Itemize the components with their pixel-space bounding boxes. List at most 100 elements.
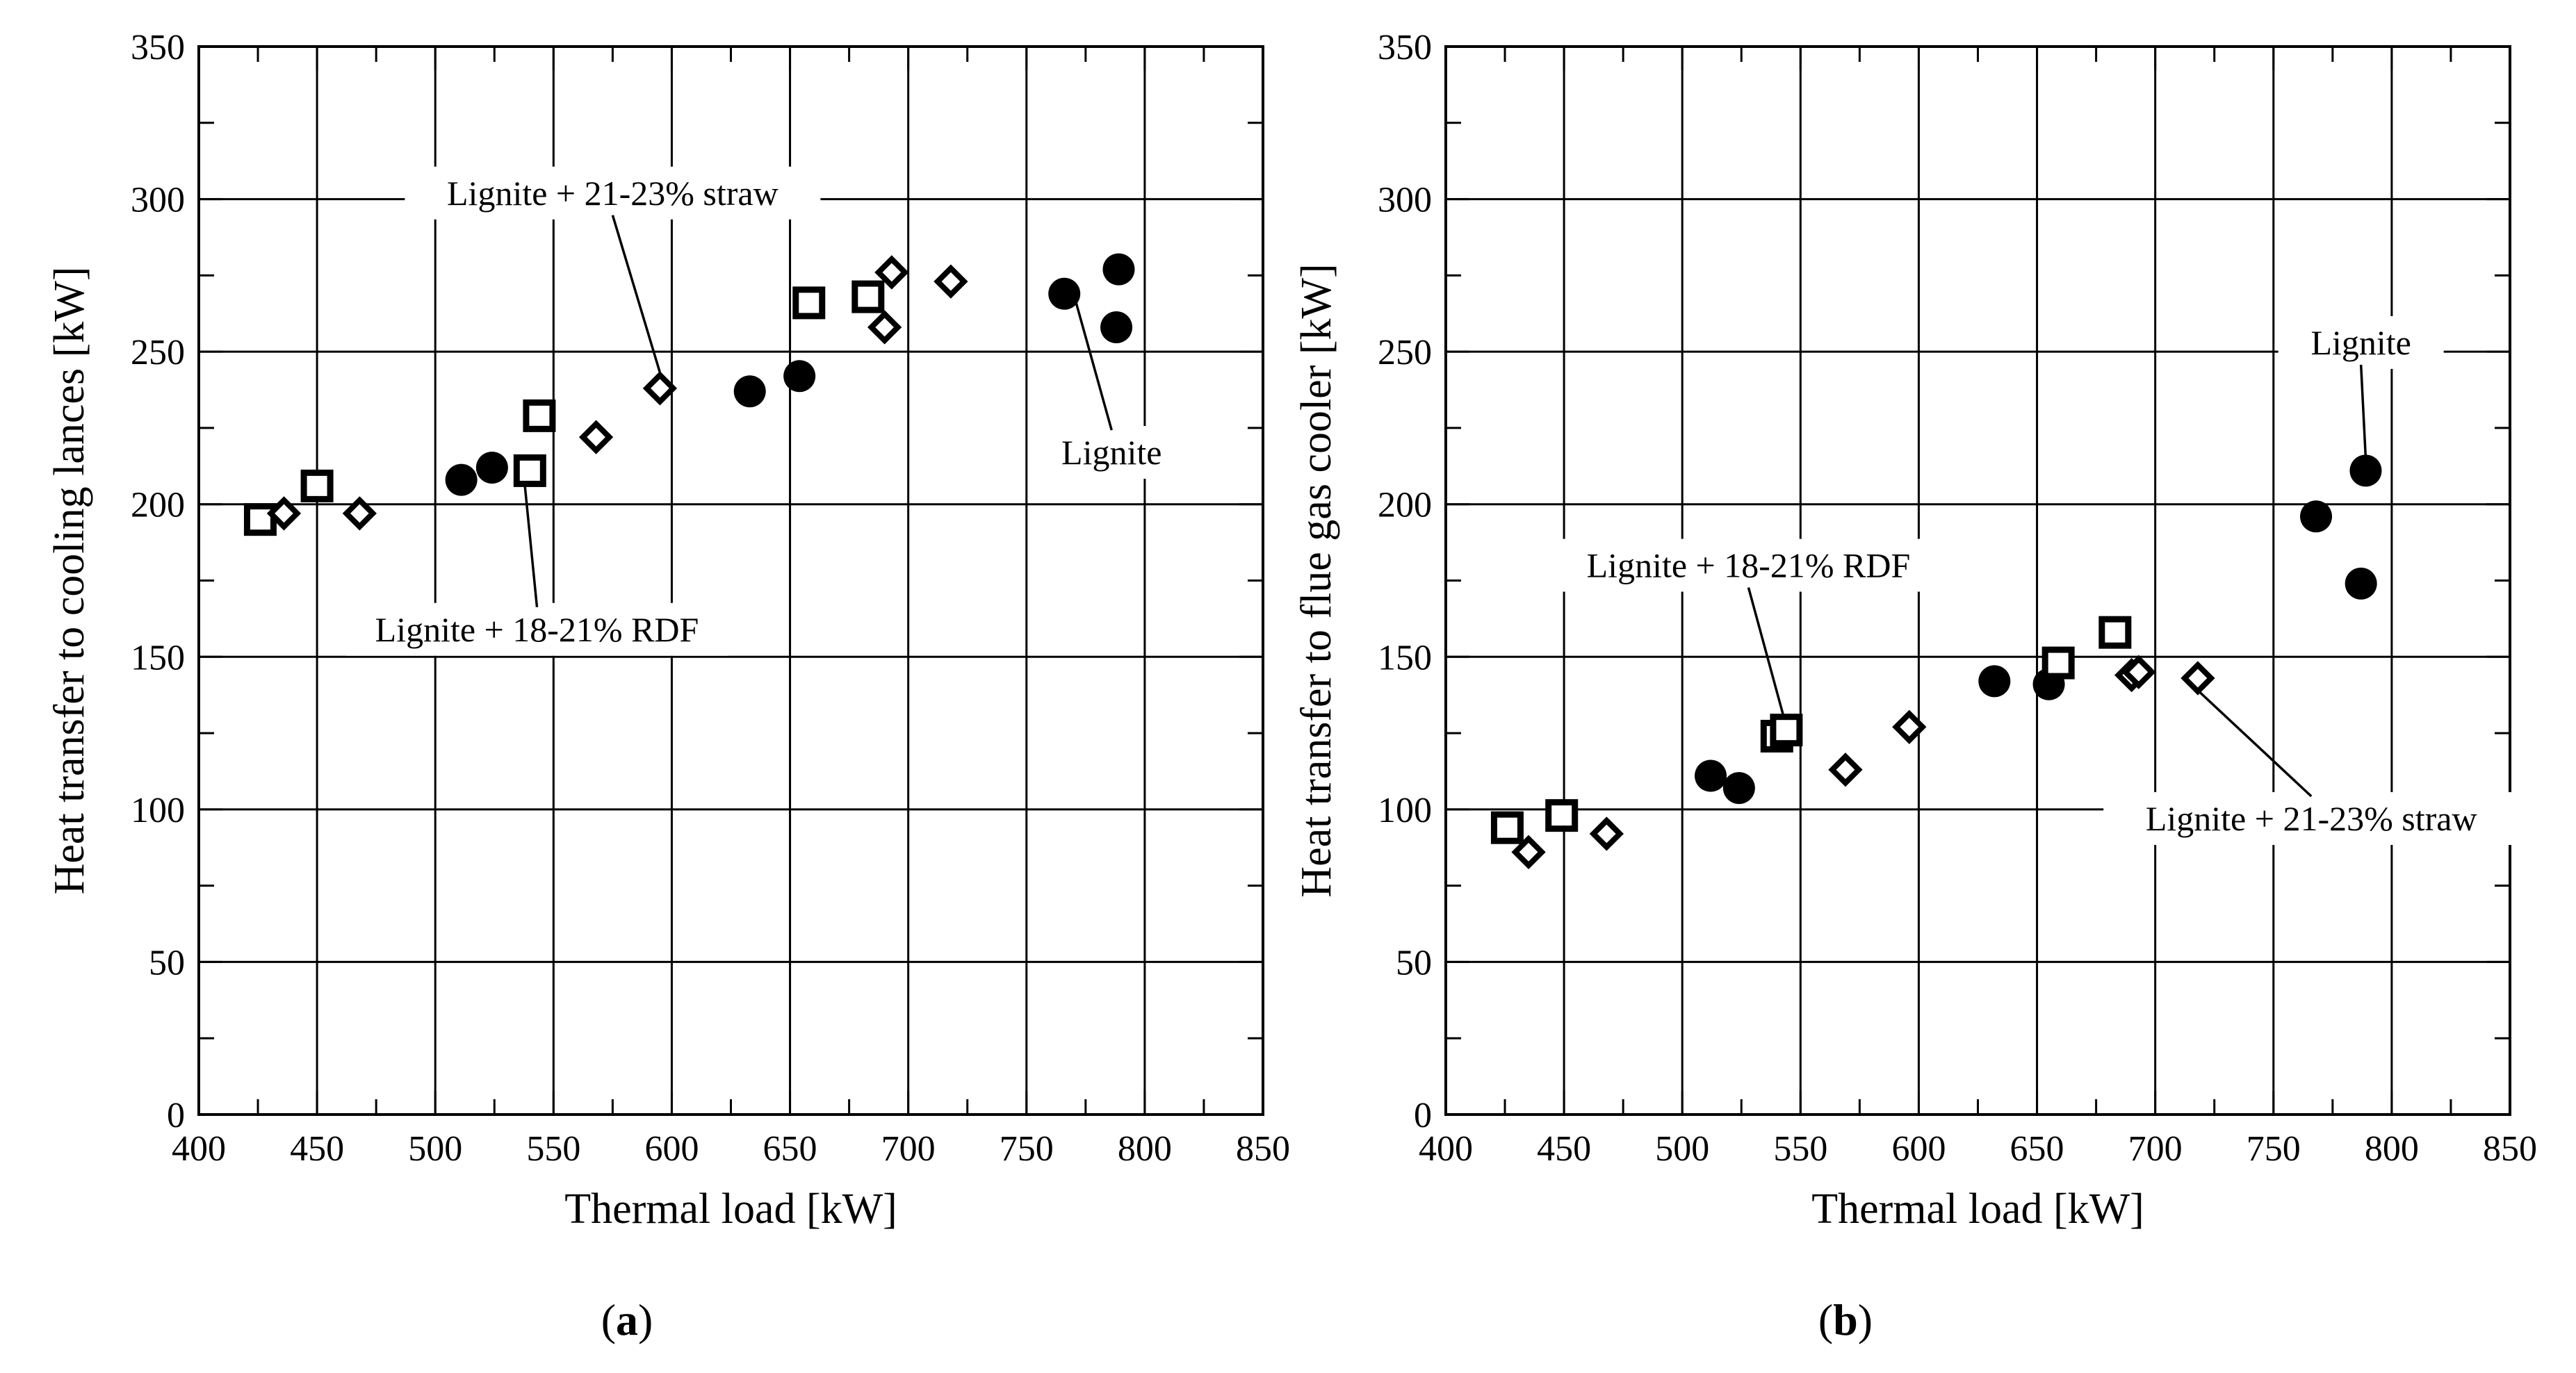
y-axis-title: Heat transfer to cooling lances [kW] [46,267,93,895]
data-point-lignite [1978,665,2011,698]
axis-ticks [197,45,1264,1116]
data-point-straw [342,496,377,531]
panel-label: (a) [601,1295,653,1345]
y-tick-label: 300 [131,181,185,220]
annotation-box [1557,538,1940,592]
data-point-rdf [523,399,556,432]
data-point-rdf [1545,799,1579,832]
x-tick-label: 800 [1118,1129,1172,1169]
data-point-lignite [1695,759,1727,792]
annotation-box [345,602,728,656]
y-tick-label: 0 [167,1096,185,1135]
data-point-lignite [2300,500,2333,533]
data-point-straw [867,310,902,345]
x-tick-label: 700 [881,1129,936,1169]
x-tick-label: 550 [526,1129,580,1169]
x-tick-label: 650 [2010,1129,2064,1169]
y-tick-label: 100 [1378,791,1432,830]
x-tick-label: 800 [2365,1129,2419,1169]
y-tick-label: 150 [1378,638,1432,677]
y-tick-label: 250 [1378,333,1432,372]
x-tick-label: 550 [1773,1129,1827,1169]
y-tick-label: 300 [1378,181,1432,220]
data-point-lignite [1102,253,1135,286]
data-point-straw [1828,753,1863,787]
y-tick-label: 0 [1414,1096,1432,1135]
panel-b: 400 450 500 550 600 650 700 750 800 850 0 50 100 150 2… [1293,28,2537,1345]
x-tick-label: 450 [1537,1129,1591,1169]
x-tick-label: 600 [644,1129,699,1169]
data-point-lignite [2349,454,2382,487]
series-filled-circle [445,253,1135,496]
annotation-box [2278,315,2444,369]
data-point-straw [1589,816,1624,851]
annotation-label: Lignite + 18-21% RDF [1587,546,1911,585]
data-point-rdf [851,280,885,313]
annotation-box [1029,426,1195,479]
x-tick-label: 500 [408,1129,462,1169]
data-point-straw [1892,709,1927,744]
y-tick-label: 50 [1396,943,1432,983]
data-point-lignite [1722,772,1755,805]
panel-a: 400 450 500 550 600 650 700 750 800 850 0 50 100 150 2… [46,28,1290,1345]
data-point-straw [2180,661,2215,696]
data-point-rdf [300,469,334,502]
annotation-label: Lignite + 21-23% straw [2146,799,2477,838]
x-tick-label: 700 [2128,1129,2183,1169]
data-point-lignite [733,375,766,408]
annotations: Lignite + 21-23% straw Lignite + 18-21% R… [345,166,1195,656]
annotation-leader-line [611,215,666,389]
annotation-box [2103,792,2520,846]
x-tick-label: 400 [1419,1129,1473,1169]
y-tick-label: 150 [131,638,185,677]
x-tick-label: 450 [290,1129,344,1169]
data-point-lignite [783,360,816,393]
annotation-label: Lignite [2310,323,2411,362]
data-point-lignite [1100,311,1133,344]
y-tick-label: 250 [131,333,185,372]
y-tick-label: 350 [131,28,185,67]
panel-label: (b) [1818,1295,1873,1345]
data-point-rdf [2041,646,2075,680]
tick-labels: 400 450 500 550 600 650 700 750 800 850 0 50 100 150 2… [1378,28,2537,1169]
y-axis-title: Heat transfer to flue gas cooler [kW] [1293,263,1340,897]
y-tick-label: 50 [149,943,185,983]
series-filled-circle [1695,454,2382,805]
data-markers [1490,454,2382,869]
annotation-box [405,166,821,220]
y-tick-label: 350 [1378,28,1432,67]
annotation-label: Lignite + 21-23% straw [447,174,778,213]
annotation-label: Lignite + 18-21% RDF [375,610,699,649]
y-tick-label: 200 [131,486,185,525]
data-point-straw [642,371,678,406]
annotation-leader-line [2196,689,2313,798]
data-point-lignite [445,463,478,496]
data-markers [243,253,1135,536]
data-point-rdf [792,286,826,320]
data-point-rdf [2098,616,2132,649]
data-point-rdf [1490,811,1524,844]
x-tick-label: 400 [172,1129,226,1169]
x-tick-label: 600 [1891,1129,1946,1169]
x-tick-label: 850 [2483,1129,2537,1169]
annotation-leader-line [1075,302,1113,431]
data-point-lignite [1048,277,1081,310]
data-point-straw [934,264,968,299]
data-point-straw [578,420,614,454]
x-tick-label: 850 [1236,1129,1290,1169]
data-point-straw [874,255,909,290]
y-tick-label: 100 [131,791,185,830]
annotation-leader-line [1747,587,1786,718]
annotation-leader-line [521,464,539,607]
data-point-straw [266,496,302,531]
x-tick-label: 750 [2247,1129,2301,1169]
x-tick-label: 500 [1655,1129,1709,1169]
data-point-straw [1511,835,1546,869]
data-point-lignite [475,452,508,484]
annotation-label: Lignite [1061,433,1161,472]
x-axis-title: Thermal load [kW] [1811,1185,2144,1233]
x-tick-label: 650 [763,1129,817,1169]
annotations: Lignite Lignite + 18-21% RDF Lignite + 21-… [1557,315,2520,846]
series-open-diamond [266,255,968,531]
